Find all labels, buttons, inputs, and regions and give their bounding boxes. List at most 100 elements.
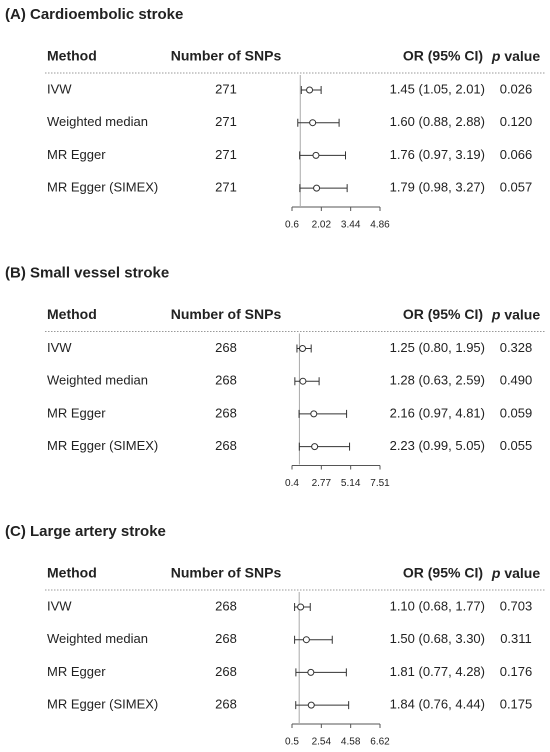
header-p-rest: value [504,565,540,581]
ci-whisker [299,184,348,193]
method-label: MR Egger [47,405,106,420]
header-snps: Number of SNPs [171,565,282,581]
or-ci-label: 2.16 (0.97, 4.81) [390,405,485,420]
ci-whisker [295,701,350,710]
header-method: Method [47,48,97,64]
header-snps: Number of SNPs [171,306,282,322]
header-method: Method [47,306,97,322]
header-or: OR (95% CI) [403,48,483,64]
point-estimate [309,119,317,127]
panel-title: (A) Cardioembolic stroke [5,6,183,23]
p-value: 0.328 [500,340,533,355]
x-tick-label: 2.77 [312,478,332,489]
header-method: Method [47,565,97,581]
or-ci-label: 1.25 (0.80, 1.95) [390,340,485,355]
p-value: 0.066 [500,147,533,162]
method-label: MR Egger (SIMEX) [47,180,158,195]
snps-count: 271 [215,180,237,195]
x-tick-label: 2.02 [312,220,332,231]
snps-count: 268 [215,340,237,355]
ci-whisker [298,409,348,418]
p-value: 0.311 [500,631,532,646]
ci-whisker [295,668,347,677]
x-tick-label: 0.5 [285,737,299,748]
or-ci-label: 2.23 (0.99, 5.05) [390,438,485,453]
point-estimate [302,636,310,644]
point-estimate [307,668,315,676]
snps-count: 271 [215,114,237,129]
point-estimate [310,410,318,418]
point-estimate [306,86,314,94]
header-snps: Number of SNPs [171,48,282,64]
method-label: MR Egger [47,664,106,679]
or-ci-label: 1.10 (0.68, 1.77) [390,598,485,613]
or-ci-label: 1.76 (0.97, 3.19) [390,147,485,162]
header-p-rest: value [504,48,540,64]
point-estimate [299,345,307,352]
x-tick-label: 2.54 [312,737,332,748]
snps-count: 268 [215,697,237,712]
point-estimate [311,443,319,451]
or-ci-label: 1.45 (1.05, 2.01) [390,81,485,96]
x-tick-label: 3.44 [341,220,361,231]
ci-whisker [294,377,320,386]
ci-whisker [298,442,351,451]
point-estimate [299,377,307,385]
method-label: Weighted median [47,373,148,388]
p-value: 0.026 [500,81,533,96]
method-label: MR Egger [47,147,106,162]
header-p: p value [491,48,540,64]
point-estimate [307,701,315,709]
snps-count: 268 [215,405,237,420]
x-tick-label: 4.86 [370,220,390,231]
point-estimate [297,603,305,611]
ci-whisker [299,151,347,160]
panel-title: (B) Small vessel stroke [5,264,169,281]
p-value: 0.175 [500,697,533,712]
header-p: p value [491,306,540,322]
panel-title: (C) Large artery stroke [5,523,166,540]
or-ci-label: 1.84 (0.76, 4.44) [390,697,485,712]
or-ci-label: 1.79 (0.98, 3.27) [390,180,485,195]
x-tick-label: 4.58 [341,737,361,748]
p-value: 0.059 [500,405,533,420]
header-p-italic: p [491,565,501,581]
method-label: IVW [47,598,72,613]
x-tick-label: 6.62 [370,737,390,748]
snps-count: 271 [215,81,237,96]
p-value: 0.057 [500,180,533,195]
x-tick-label: 7.51 [370,478,390,489]
snps-count: 268 [215,373,237,388]
point-estimate [312,151,320,159]
header-or: OR (95% CI) [403,306,483,322]
snps-count: 268 [215,631,237,646]
x-tick-label: 5.14 [341,478,361,489]
p-value: 0.055 [500,438,533,453]
or-ci-label: 1.81 (0.77, 4.28) [390,664,485,679]
method-label: Weighted median [47,114,148,129]
snps-count: 268 [215,664,237,679]
ci-whisker [297,118,340,127]
header-p: p value [491,565,540,581]
x-tick-label: 0.4 [285,478,299,489]
snps-count: 268 [215,598,237,613]
p-value: 0.120 [500,114,533,129]
header-p-italic: p [491,48,501,64]
header-or: OR (95% CI) [403,565,483,581]
snps-count: 271 [215,147,237,162]
ci-whisker [294,635,333,644]
p-value: 0.703 [500,598,533,613]
p-value: 0.176 [500,664,533,679]
p-value: 0.490 [500,373,533,388]
snps-count: 268 [215,438,237,453]
method-label: MR Egger (SIMEX) [47,438,158,453]
header-p-italic: p [491,306,501,322]
point-estimate [313,184,321,192]
method-label: IVW [47,81,72,96]
x-tick-label: 0.6 [285,220,299,231]
method-label: Weighted median [47,631,148,646]
or-ci-label: 1.60 (0.88, 2.88) [390,114,485,129]
method-label: IVW [47,340,72,355]
